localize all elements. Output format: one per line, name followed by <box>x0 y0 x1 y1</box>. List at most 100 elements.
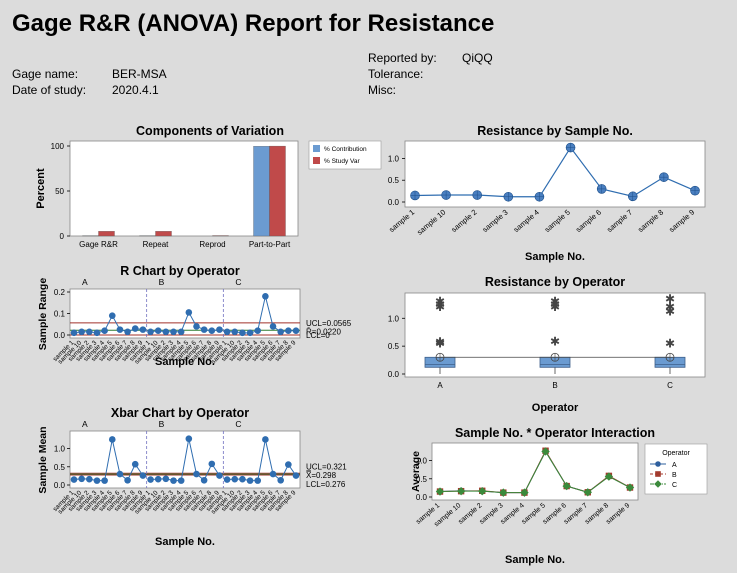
by-operator-outlier: ✱ <box>665 300 675 314</box>
by-operator-outlier: ✱ <box>550 300 560 314</box>
xbar-point <box>70 476 78 483</box>
xbar-center-label: X̿=0.298 <box>306 471 337 480</box>
interaction-point-c <box>456 486 466 496</box>
r-point <box>139 326 147 333</box>
xbar-operator-label: C <box>235 419 241 429</box>
xbar-point <box>154 475 162 483</box>
interaction-point-c <box>541 447 550 456</box>
by-operator-outlier: ✱ <box>435 300 445 314</box>
xbar-point <box>139 472 147 479</box>
by-sample-xtick-label: sample 1 <box>387 208 416 234</box>
r-point <box>177 328 185 336</box>
r-point <box>78 328 85 336</box>
by-sample-xlabel: Sample No. <box>525 251 585 263</box>
by-operator-ytick-label: 0.0 <box>388 370 400 379</box>
xbar-point <box>170 477 177 484</box>
r-operator-label: C <box>235 277 241 287</box>
xbar-point <box>239 475 246 483</box>
components-bar <box>269 145 286 237</box>
xbar-point <box>254 477 262 484</box>
r-xlabel: Sample No. <box>155 356 215 368</box>
xbar-point <box>216 472 223 479</box>
components-ytick-label: 50 <box>55 187 64 196</box>
r-chart-title: R Chart by Operator <box>120 264 240 278</box>
components-xtick-label: Part-to-Part <box>249 240 291 249</box>
by-operator-outlier: ✱ <box>435 297 445 311</box>
by-operator-title: Resistance by Operator <box>484 275 626 289</box>
xbar-point <box>124 476 131 484</box>
r-point <box>277 328 284 336</box>
r-lcl-label: LCL=0 <box>306 331 330 340</box>
r-point <box>93 329 101 337</box>
by-sample-ytick-label: 0.0 <box>388 198 400 207</box>
xbar-point <box>108 436 116 443</box>
interaction-legend-label: C <box>672 482 677 489</box>
interaction-legend-marker <box>655 461 661 467</box>
components-legend-label: % Contribution <box>324 146 367 153</box>
by-sample-line <box>414 146 696 198</box>
gage-name-label: Gage name: <box>12 67 79 81</box>
r-center-label: R̄=0.0220 <box>306 327 341 336</box>
interaction-ytick-label: 1.0 <box>416 457 428 466</box>
by-sample-plot-area <box>404 140 706 208</box>
xbar-point <box>246 477 254 484</box>
xbar-point <box>262 436 269 443</box>
interaction-point-c <box>625 483 635 492</box>
interaction-point-c <box>435 487 445 496</box>
xbar-ytick-label: 1.0 <box>54 445 66 454</box>
r-point <box>154 327 162 335</box>
r-series-line <box>73 314 143 334</box>
components-legend-swatch <box>313 145 320 152</box>
xbar-point <box>93 477 101 484</box>
r-ytick-label: 0.1 <box>54 310 66 319</box>
interaction-legend-label: B <box>672 472 677 479</box>
components-xtick-label: Repeat <box>143 240 170 249</box>
by-operator-outlier: ✱ <box>550 295 560 309</box>
r-point <box>254 327 262 335</box>
xbar-point <box>78 475 85 483</box>
by-operator-xtick-label: A <box>437 381 443 390</box>
by-operator-outlier: ✱ <box>435 336 445 350</box>
xbar-operator-label: B <box>159 419 165 429</box>
by-sample-title: Resistance by Sample No. <box>477 124 633 138</box>
r-point <box>216 326 223 333</box>
tolerance-label: Tolerance: <box>368 67 424 81</box>
r-point <box>108 312 116 319</box>
reported-by-label: Reported by: <box>368 51 437 65</box>
interaction-legend-marker <box>654 480 662 488</box>
by-operator-outlier: ✱ <box>665 292 675 306</box>
xbar-point <box>231 475 239 483</box>
xbar-point <box>285 461 292 468</box>
interaction-legend-label: A <box>672 462 677 469</box>
xbar-series-line <box>150 438 220 482</box>
r-ytick-label: 0.0 <box>54 331 66 340</box>
xbar-xlabel: Sample No. <box>155 536 215 548</box>
r-point <box>116 326 124 333</box>
r-series-line <box>150 311 220 333</box>
components-ylabel: Percent <box>35 168 47 209</box>
by-sample-xtick-label: sample 3 <box>481 208 510 234</box>
xbar-point <box>116 470 124 478</box>
xbar-point <box>223 476 231 483</box>
interaction-legend <box>644 443 708 495</box>
xbar-point <box>162 475 170 483</box>
interaction-title: Sample No. * Operator Interaction <box>454 426 656 440</box>
interaction-point-c <box>562 481 571 491</box>
by-operator-outlier: ✱ <box>435 295 445 309</box>
r-point <box>193 323 200 330</box>
by-sample-xtick-label: sample 9 <box>667 208 696 234</box>
xbar-point <box>277 476 284 484</box>
xbar-series-line <box>227 439 297 482</box>
r-point <box>86 328 93 336</box>
xbar-point <box>131 460 139 468</box>
interaction-ytick-label: 0.5 <box>416 475 428 484</box>
xbar-point <box>193 470 200 478</box>
r-point <box>101 327 108 335</box>
by-operator-ytick-label: 1.0 <box>388 314 400 323</box>
by-operator-outlier: ✱ <box>435 335 445 349</box>
by-operator-ytick-label: 0.5 <box>388 342 400 351</box>
interaction-line-c <box>439 450 631 494</box>
misc-label: Misc: <box>368 83 396 97</box>
components-legend-label: % Study Var <box>324 158 360 165</box>
interaction-legend-marker <box>655 471 661 477</box>
